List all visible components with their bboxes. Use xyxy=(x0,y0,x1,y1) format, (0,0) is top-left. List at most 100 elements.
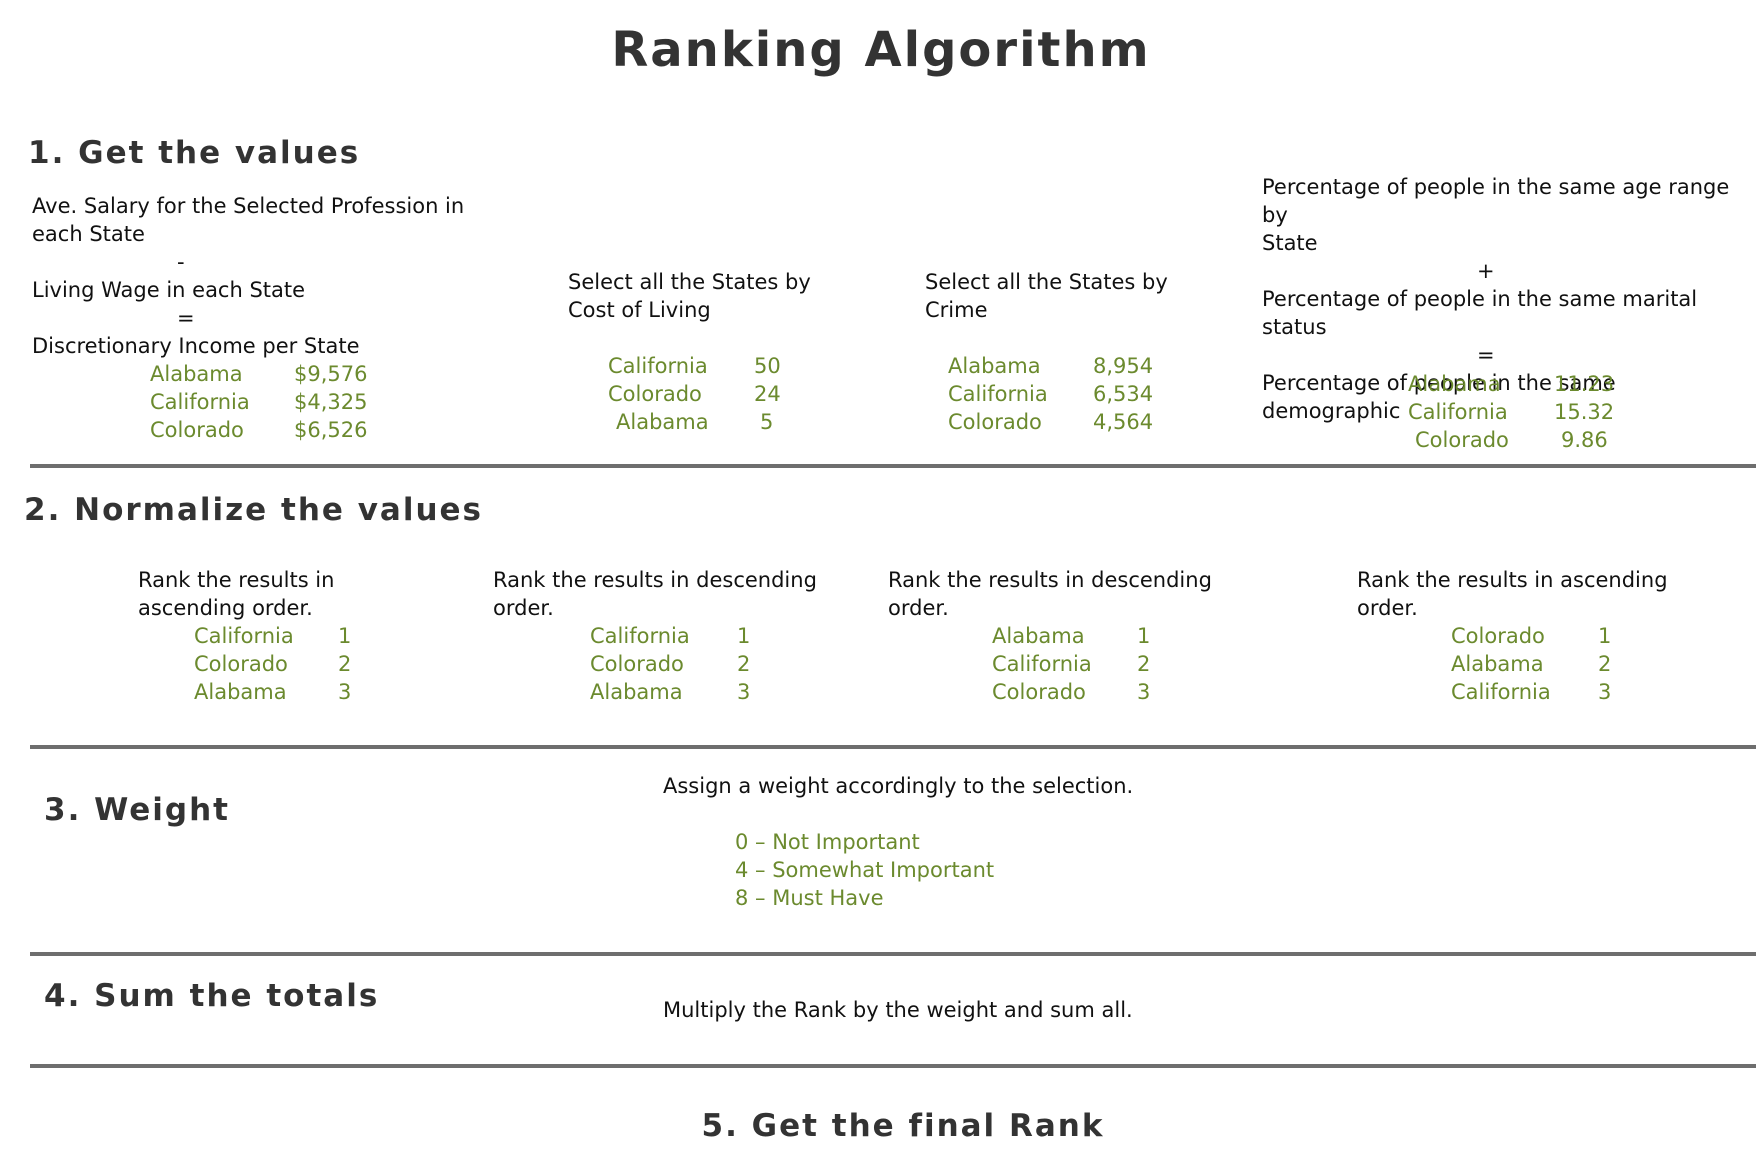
demo-line3: Percentage of people in the same marital… xyxy=(1262,287,1698,339)
normalize-column-2: Rank the results in descending order. Ca… xyxy=(493,566,853,706)
weight-options: 0 – Not Important 4 – Somewhat Important… xyxy=(735,828,1135,912)
divider xyxy=(30,952,1756,956)
demo-equals: = xyxy=(1477,343,1495,367)
state-name: California xyxy=(992,652,1092,676)
list-item: Colorado $6,526 xyxy=(150,416,390,444)
state-name: California xyxy=(608,354,708,378)
state-name: Alabama xyxy=(150,362,243,386)
state-name: California xyxy=(590,624,690,648)
state-name: Alabama xyxy=(1451,652,1544,676)
weight-option: 8 – Must Have xyxy=(735,886,884,910)
state-name: Colorado xyxy=(150,418,244,442)
state-name: Colorado xyxy=(1415,428,1509,452)
crime-line2: Crime xyxy=(925,298,988,322)
list-item: Alabama 3 xyxy=(194,678,534,706)
page-title: Ranking Algorithm xyxy=(611,22,1151,78)
weight-option: 4 – Somewhat Important xyxy=(735,858,995,882)
cost-line1: Select all the States by xyxy=(568,270,811,294)
state-value: 24 xyxy=(754,382,781,406)
step5-heading: 5. Get the final Rank xyxy=(701,1108,1105,1144)
list-item: Colorado 2 xyxy=(194,650,534,678)
list-item: Colorado 2 xyxy=(590,650,950,678)
list-item: California 1 xyxy=(590,622,950,650)
state-value: 9.86 xyxy=(1561,428,1608,452)
state-rank: 3 xyxy=(737,680,751,704)
state-value: $9,576 xyxy=(294,362,368,386)
list-item: California 6,534 xyxy=(948,380,1168,408)
cost-of-living-text: Select all the States by Cost of Living xyxy=(568,268,868,324)
state-rank: 3 xyxy=(1137,680,1151,704)
list-item: Colorado 4,564 xyxy=(948,408,1168,436)
step1-heading: 1. Get the values xyxy=(28,135,361,171)
state-name: California xyxy=(1451,680,1551,704)
divider xyxy=(30,464,1756,468)
state-rank: 2 xyxy=(1598,652,1612,676)
normalize-column-1: Rank the results in ascending order. Cal… xyxy=(138,566,478,706)
state-rank: 1 xyxy=(338,624,352,648)
list-item: Colorado 3 xyxy=(992,678,1352,706)
normalize-line2: order. xyxy=(1357,596,1418,620)
normalize-line1: Rank the results in ascending xyxy=(1357,568,1668,592)
normalize-line2: order. xyxy=(493,596,554,620)
weight-option: 0 – Not Important xyxy=(735,830,920,854)
state-name: Colorado xyxy=(608,382,702,406)
list-item: Alabama 1 xyxy=(992,622,1352,650)
salary-formula: Ave. Salary for the Selected Profession … xyxy=(32,192,492,360)
normalize-line1: Rank the results in xyxy=(138,568,335,592)
salary-line1: Ave. Salary for the Selected Profession … xyxy=(32,194,465,218)
state-name: Alabama xyxy=(616,410,709,434)
salary-line2: each State xyxy=(32,222,145,246)
list-item: Alabama 8,954 xyxy=(948,352,1168,380)
divider xyxy=(30,1064,1756,1068)
state-value: 5 xyxy=(760,410,774,434)
list-item: Alabama 2 xyxy=(1451,650,1762,678)
state-name: Alabama xyxy=(194,680,287,704)
normalize-column-3: Rank the results in descending order. Al… xyxy=(888,566,1248,706)
list-item: Colorado 24 xyxy=(608,380,808,408)
state-name: California xyxy=(948,382,1048,406)
cost-line2: Cost of Living xyxy=(568,298,711,322)
list-item: Alabama 3 xyxy=(590,678,950,706)
list-item: Colorado 9.86 xyxy=(1408,426,1638,454)
salary-line3: Living Wage in each State xyxy=(32,278,306,302)
list-item: Alabama 5 xyxy=(608,408,808,436)
normalize-line2: order. xyxy=(888,596,949,620)
state-name: California xyxy=(150,390,250,414)
list-item: California 50 xyxy=(608,352,808,380)
state-value: 8,954 xyxy=(1093,354,1154,378)
state-rank: 1 xyxy=(1137,624,1151,648)
list-item: California 3 xyxy=(1451,678,1762,706)
state-name: Alabama xyxy=(948,354,1041,378)
state-value: 15.32 xyxy=(1554,400,1615,424)
state-rank: 3 xyxy=(338,680,352,704)
step4-heading: 4. Sum the totals xyxy=(44,978,380,1014)
normalize-line1: Rank the results in descending xyxy=(493,568,817,592)
step2-heading: 2. Normalize the values xyxy=(24,492,484,528)
state-name: Colorado xyxy=(590,652,684,676)
demographic-formula: Percentage of people in the same age ran… xyxy=(1262,173,1752,425)
step3-heading: 3. Weight xyxy=(44,792,230,828)
cost-values: California 50 Colorado 24 Alabama 5 xyxy=(608,352,808,436)
demo-line1: Percentage of people in the same age ran… xyxy=(1262,175,1730,227)
normalize-line1: Rank the results in descending xyxy=(888,568,1212,592)
list-item: Colorado 1 xyxy=(1451,622,1762,650)
weight-description: Assign a weight accordingly to the selec… xyxy=(663,774,1134,798)
salary-line4: Discretionary Income per State xyxy=(32,334,360,358)
divider xyxy=(30,745,1756,749)
crime-line1: Select all the States by xyxy=(925,270,1168,294)
list-item: California 15.32 xyxy=(1408,398,1638,426)
demographic-values: Alabama 11.23 California 15.32 Colorado … xyxy=(1408,370,1638,454)
crime-text: Select all the States by Crime xyxy=(925,268,1225,324)
demo-line2: State xyxy=(1262,231,1318,255)
state-value: 50 xyxy=(754,354,781,378)
state-rank: 1 xyxy=(737,624,751,648)
state-value: $6,526 xyxy=(294,418,368,442)
state-rank: 2 xyxy=(1137,652,1151,676)
state-name: Colorado xyxy=(1451,624,1545,648)
state-rank: 1 xyxy=(1598,624,1612,648)
state-rank: 2 xyxy=(737,652,751,676)
state-value: 6,534 xyxy=(1093,382,1154,406)
state-name: Colorado xyxy=(948,410,1042,434)
salary-minus: - xyxy=(177,250,185,274)
normalize-column-4: Rank the results in ascending order. Col… xyxy=(1357,566,1717,706)
